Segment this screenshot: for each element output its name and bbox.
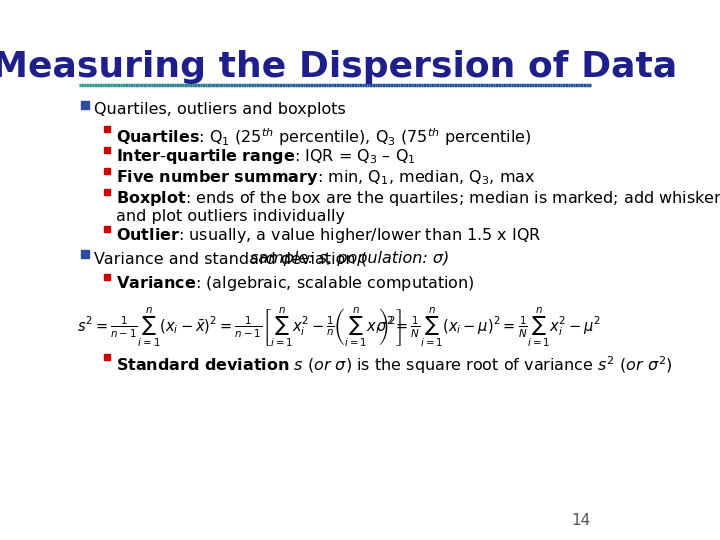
Text: Measuring the Dispersion of Data: Measuring the Dispersion of Data (0, 50, 678, 84)
Text: $s^2 = \frac{1}{n-1}\sum_{i=1}^{n}(x_i - \bar{x})^2 = \frac{1}{n-1}\left[\sum_{i: $s^2 = \frac{1}{n-1}\sum_{i=1}^{n}(x_i -… (77, 306, 402, 349)
Text: $\bf{Outlier}$: usually, a value higher/lower than 1.5 x IQR: $\bf{Outlier}$: usually, a value higher/… (117, 226, 542, 245)
Text: $\bf{Boxplot}$: ends of the box are the quartiles; median is marked; add whisker: $\bf{Boxplot}$: ends of the box are the … (117, 189, 720, 208)
Text: Quartiles, outliers and boxplots: Quartiles, outliers and boxplots (94, 102, 346, 117)
Text: sample: s, population: σ): sample: s, population: σ) (251, 251, 449, 266)
Text: $\sigma^2 = \frac{1}{N}\sum_{i=1}^{n}(x_i - \mu)^2 = \frac{1}{N}\sum_{i=1}^{n}x_: $\sigma^2 = \frac{1}{N}\sum_{i=1}^{n}(x_… (376, 306, 601, 349)
Text: $\bf{Five\ number\ summary}$: min, Q$_1$, median, Q$_3$, max: $\bf{Five\ number\ summary}$: min, Q$_1$… (117, 168, 536, 187)
Text: $\bf{Variance}$: (algebraic, scalable computation): $\bf{Variance}$: (algebraic, scalable co… (117, 274, 475, 293)
Text: 14: 14 (572, 513, 590, 528)
Text: Variance and standard deviation (: Variance and standard deviation ( (94, 251, 366, 266)
Text: $\bf{Inter\text{-}quartile\ range}$: IQR = Q$_3$ – Q$_1$: $\bf{Inter\text{-}quartile\ range}$: IQR… (117, 147, 416, 166)
Text: $\bf{Quartiles}$: Q$_1$ (25$^{th}$ percentile), Q$_3$ (75$^{th}$ percentile): $\bf{Quartiles}$: Q$_1$ (25$^{th}$ perce… (117, 126, 532, 148)
Text: $\bf{Standard\ deviation}$ $s$ $(or\ \sigma)$ is the square root of variance $s^: $\bf{Standard\ deviation}$ $s$ $(or\ \si… (117, 354, 672, 376)
Text: and plot outliers individually: and plot outliers individually (117, 209, 346, 224)
